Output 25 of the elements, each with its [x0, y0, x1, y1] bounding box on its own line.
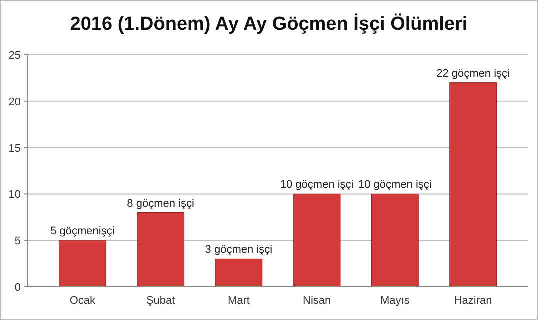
- data-label: 8 göçmen işçi: [127, 198, 194, 210]
- y-tick-label: 0: [14, 282, 21, 294]
- y-tick-label: 25: [8, 50, 21, 62]
- x-tick-label: Şubat: [146, 295, 176, 307]
- y-tick-label: 15: [8, 142, 21, 155]
- data-label: 22 göçmen işçi: [436, 68, 510, 80]
- data-label: 5 göçmenişçi: [50, 226, 115, 238]
- bar: [59, 240, 106, 288]
- bar: [372, 194, 419, 288]
- x-tick-label: Mart: [228, 295, 250, 307]
- bar: [450, 82, 497, 288]
- y-tick-label: 5: [14, 236, 21, 248]
- x-tick-label: Ocak: [70, 295, 96, 307]
- chart-title: 2016 (1.Dönem) Ay Ay Göçmen İşçi Ölümleri: [70, 13, 468, 35]
- y-tick-label: 20: [8, 96, 21, 108]
- x-tick-label: Haziran: [454, 295, 492, 307]
- x-tick-label: Nisan: [303, 295, 332, 307]
- bar: [293, 194, 341, 288]
- data-label: 3 göçmen işçi: [205, 244, 273, 256]
- bar: [137, 212, 184, 288]
- data-label: 10 göçmen işçi: [358, 179, 432, 192]
- data-label: 10 göçmen işçi: [280, 179, 354, 192]
- y-tick-label: 10: [8, 189, 21, 202]
- bar: [215, 258, 263, 288]
- x-tick-label: Mayıs: [380, 295, 410, 307]
